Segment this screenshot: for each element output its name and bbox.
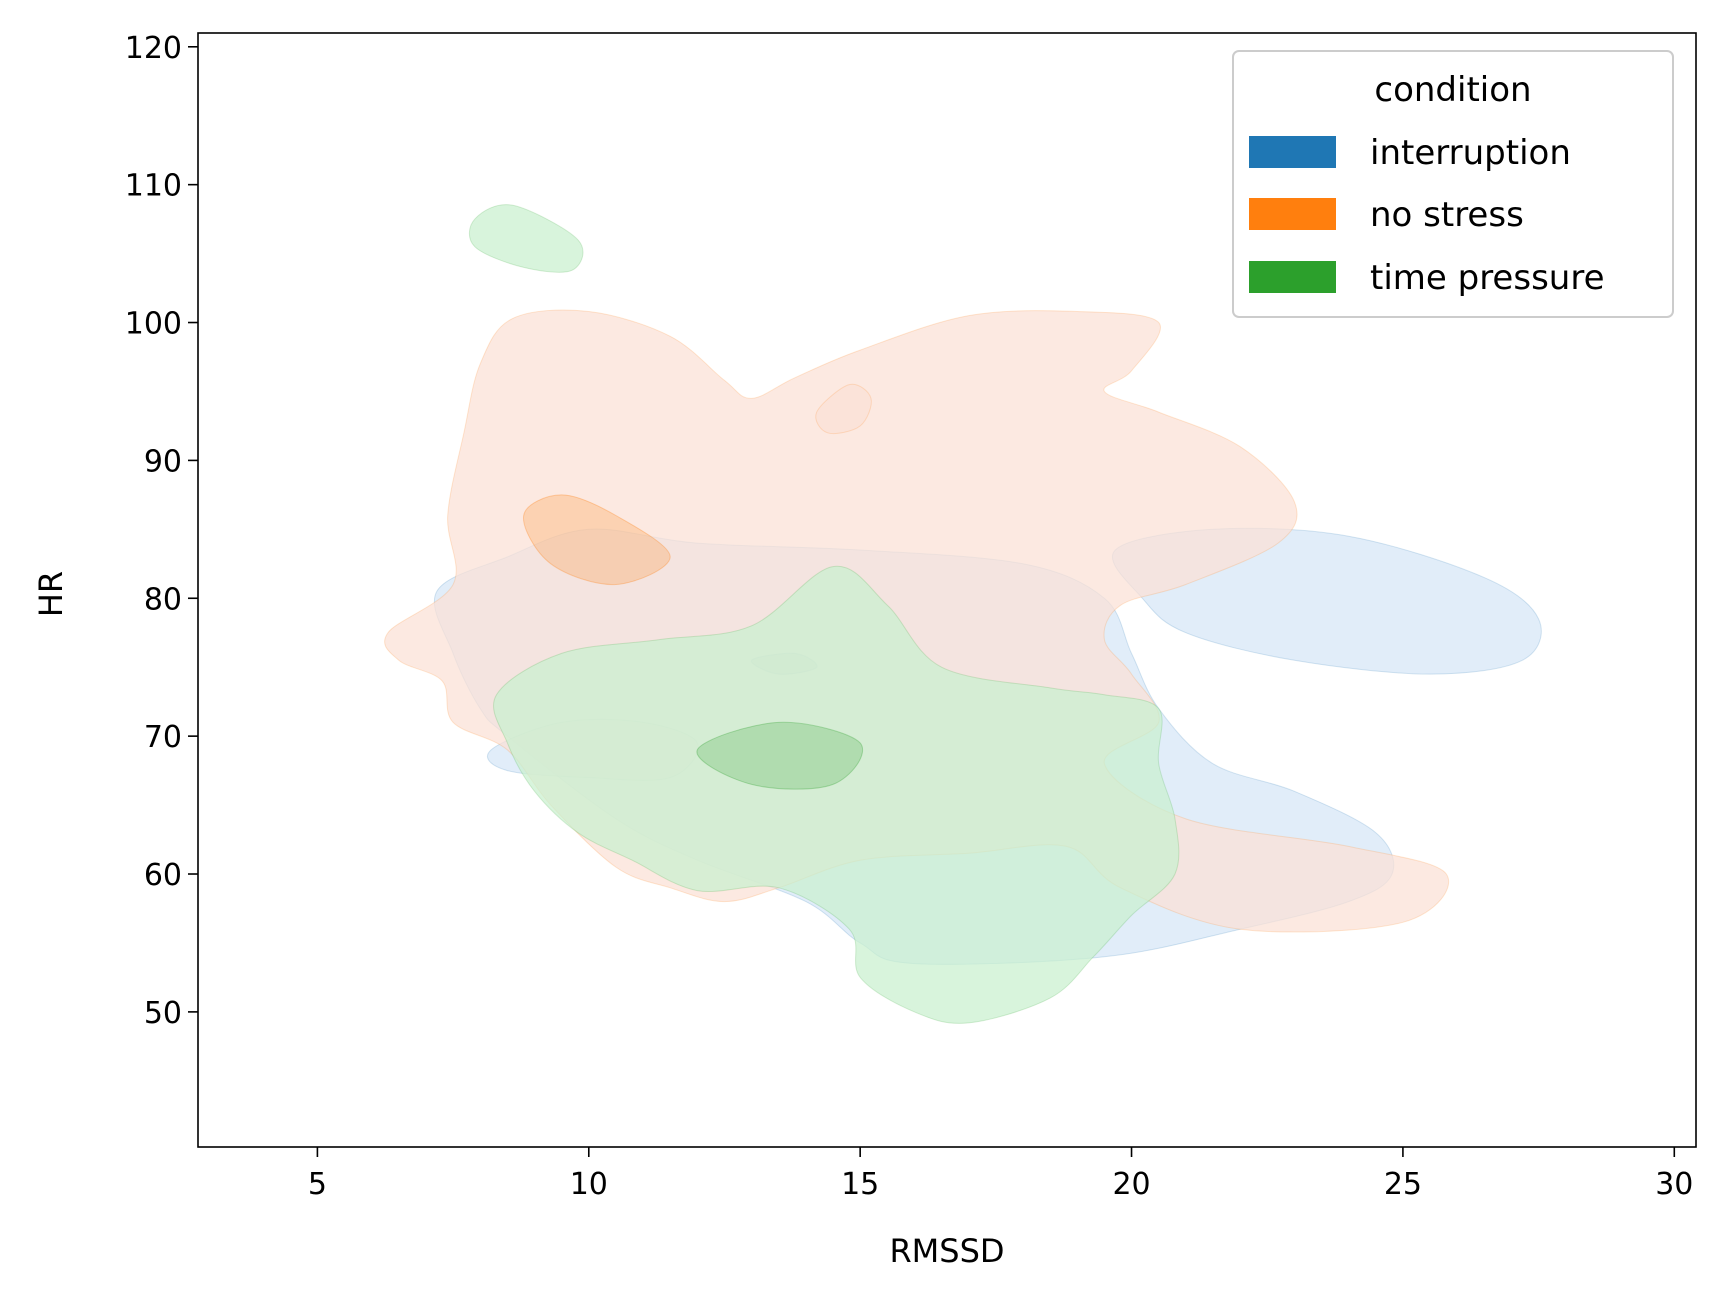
legend-label-interruption: interruption — [1370, 133, 1571, 173]
legend-title: condition — [1374, 70, 1531, 110]
plot-frame — [197, 32, 1697, 1148]
legend-label-no-stress: no stress — [1370, 195, 1524, 235]
x-tick-label-15: 15 — [841, 1167, 879, 1202]
plot-area — [384, 204, 1542, 1024]
x-axis-title: RMSSD — [889, 1232, 1004, 1270]
density-region-no-stress-2 — [815, 383, 872, 435]
x-tick-label-30: 30 — [1655, 1167, 1693, 1202]
legend: condition interruption no stress time pr… — [1232, 50, 1674, 318]
y-axis-title: HR — [32, 571, 70, 617]
y-tick-label-70: 70 — [144, 720, 182, 755]
x-tick-label-10: 10 — [570, 1167, 608, 1202]
density-region-time-pressure-2 — [468, 204, 584, 273]
y-tick-label-50: 50 — [144, 996, 182, 1031]
y-tick-label-100: 100 — [125, 307, 182, 342]
density-peak-no-stress — [523, 494, 671, 586]
y-tick-label-90: 90 — [144, 444, 182, 479]
y-tick-label-120: 120 — [125, 31, 182, 66]
x-tick-label-25: 25 — [1384, 1167, 1422, 1202]
axis-ticks: 5 10 15 20 25 30 50 60 70 80 90 100 110 120 — [125, 31, 1694, 1202]
legend-swatch-no-stress — [1249, 198, 1336, 230]
density-region-time-pressure-1 — [493, 565, 1180, 1024]
y-tick-label-80: 80 — [144, 582, 182, 617]
series-time-pressure — [468, 204, 1180, 1024]
density-peak-time-pressure — [696, 721, 863, 790]
legend-label-time-pressure: time pressure — [1370, 258, 1604, 298]
legend-swatch-time-pressure — [1249, 261, 1336, 293]
x-tick-label-5: 5 — [308, 1167, 327, 1202]
legend-swatch-interruption — [1249, 136, 1336, 168]
y-tick-label-60: 60 — [144, 858, 182, 893]
x-tick-label-20: 20 — [1112, 1167, 1150, 1202]
legend-frame — [1232, 50, 1674, 318]
y-tick-label-110: 110 — [125, 169, 182, 204]
